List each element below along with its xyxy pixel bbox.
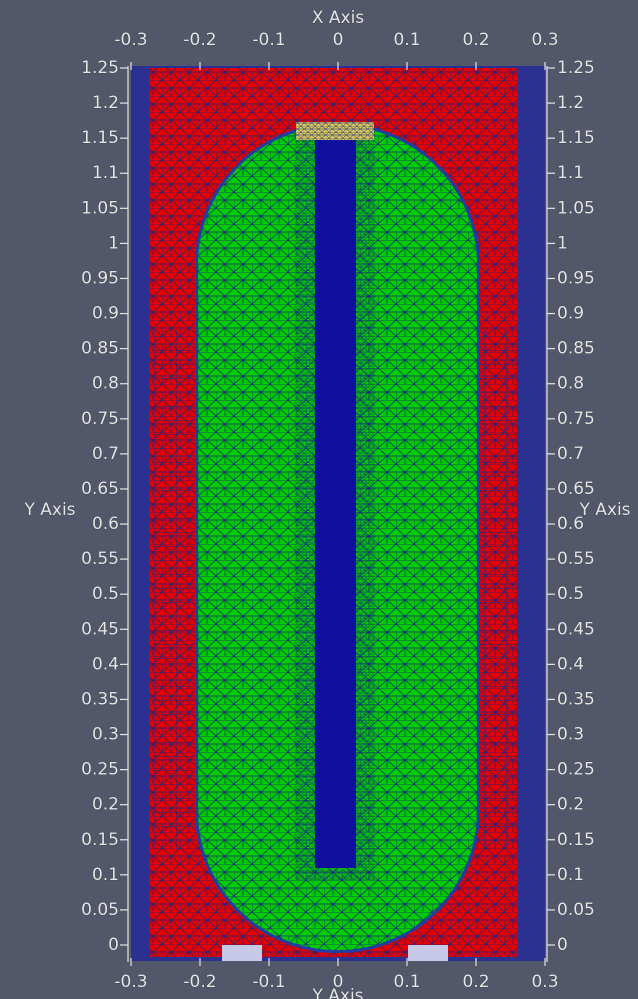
y-tick-label-right: 0.5 <box>557 584 584 604</box>
y-tick-label-left: 0.15 <box>81 830 119 850</box>
y-tick-label-right: 1.05 <box>557 198 595 218</box>
y-tick-label-left: 1 <box>108 233 119 253</box>
y-tick-label-right: 0.55 <box>557 549 595 569</box>
y-tick-label-left: 0.3 <box>92 725 119 745</box>
bottom-axis-title: Y Axis <box>311 986 363 999</box>
y-tick-label-left: 0 <box>108 935 119 955</box>
y-tick-label-right: 0.2 <box>557 795 584 815</box>
top-axis-title: X Axis <box>312 8 364 28</box>
x-tick-label-top: -0.1 <box>252 30 285 50</box>
x-tick-label-top: 0.3 <box>531 30 558 50</box>
y-tick-label-right: 0.6 <box>557 514 584 534</box>
y-tick-label-right: 0.75 <box>557 409 595 429</box>
y-tick-label-right: 0.15 <box>557 830 595 850</box>
y-tick-label-left: 0.5 <box>92 584 119 604</box>
y-tick-label-right: 0.1 <box>557 865 584 885</box>
y-tick-label-left: 0.45 <box>81 619 119 639</box>
y-tick-label-left: 0.2 <box>92 795 119 815</box>
y-tick-label-right: 0.4 <box>557 654 584 674</box>
left-quad-mesh <box>153 330 193 850</box>
y-tick-label-right: 0.9 <box>557 304 584 324</box>
x-tick-label-top: -0.3 <box>114 30 147 50</box>
y-tick-label-right: 0.05 <box>557 900 595 920</box>
x-tick-label-bottom: -0.2 <box>183 972 216 992</box>
y-tick-label-left: 1.25 <box>81 58 119 78</box>
y-tick-label-left: 1.05 <box>81 198 119 218</box>
y-tick-label-left: 0.55 <box>81 549 119 569</box>
left-axis-title: Y Axis <box>23 500 75 520</box>
y-tick-label-left: 0.35 <box>81 689 119 709</box>
x-tick-label-top: 0.1 <box>393 30 420 50</box>
y-tick-label-left: 0.8 <box>92 374 119 394</box>
y-tick-label-right: 0.25 <box>557 760 595 780</box>
y-tick-label-right: 0.3 <box>557 725 584 745</box>
y-tick-label-left: 1.2 <box>92 93 119 113</box>
y-tick-label-left: 0.75 <box>81 409 119 429</box>
y-tick-label-left: 0.1 <box>92 865 119 885</box>
right-axis-title: Y Axis <box>578 500 630 520</box>
y-tick-label-right: 1.1 <box>557 163 584 183</box>
y-tick-label-left: 0.65 <box>81 479 119 499</box>
x-tick-label-top: -0.2 <box>183 30 216 50</box>
y-tick-label-right: 0.65 <box>557 479 595 499</box>
x-tick-label-bottom: -0.3 <box>114 972 147 992</box>
y-tick-label-right: 1.25 <box>557 58 595 78</box>
y-tick-label-right: 0.7 <box>557 444 584 464</box>
x-tick-label-bottom: 0.2 <box>462 972 489 992</box>
bottom-left-pad <box>222 945 262 961</box>
y-tick-label-right: 0.45 <box>557 619 595 639</box>
x-tick-label-top: 0 <box>333 30 344 50</box>
y-tick-label-left: 0.4 <box>92 654 119 674</box>
x-tick-label-bottom: 0.1 <box>393 972 420 992</box>
x-tick-label-bottom: 0.3 <box>531 972 558 992</box>
y-tick-label-right: 0 <box>557 935 568 955</box>
y-tick-label-left: 0.05 <box>81 900 119 920</box>
top-cap-mesh <box>296 122 374 140</box>
x-tick-label-bottom: 0 <box>333 972 344 992</box>
mesh <box>131 66 545 961</box>
y-tick-label-right: 1.15 <box>557 128 595 148</box>
y-tick-label-left: 0.85 <box>81 339 119 359</box>
x-tick-label-bottom: -0.1 <box>252 972 285 992</box>
right-quad-mesh <box>478 330 518 850</box>
x-tick-label-top: 0.2 <box>462 30 489 50</box>
y-tick-label-right: 0.35 <box>557 689 595 709</box>
y-tick-label-left: 1.15 <box>81 128 119 148</box>
y-tick-label-right: 0.95 <box>557 268 595 288</box>
y-tick-label-right: 0.8 <box>557 374 584 394</box>
center-rod <box>315 140 356 868</box>
y-tick-label-left: 0.6 <box>92 514 119 534</box>
bottom-right-pad <box>408 945 448 961</box>
y-tick-label-left: 1.1 <box>92 163 119 183</box>
y-tick-label-right: 0.85 <box>557 339 595 359</box>
y-tick-label-left: 0.7 <box>92 444 119 464</box>
y-tick-label-right: 1 <box>557 233 568 253</box>
y-tick-label-left: 0.95 <box>81 268 119 288</box>
y-tick-label-left: 0.9 <box>92 304 119 324</box>
y-tick-label-right: 1.2 <box>557 93 584 113</box>
y-tick-label-left: 0.25 <box>81 760 119 780</box>
